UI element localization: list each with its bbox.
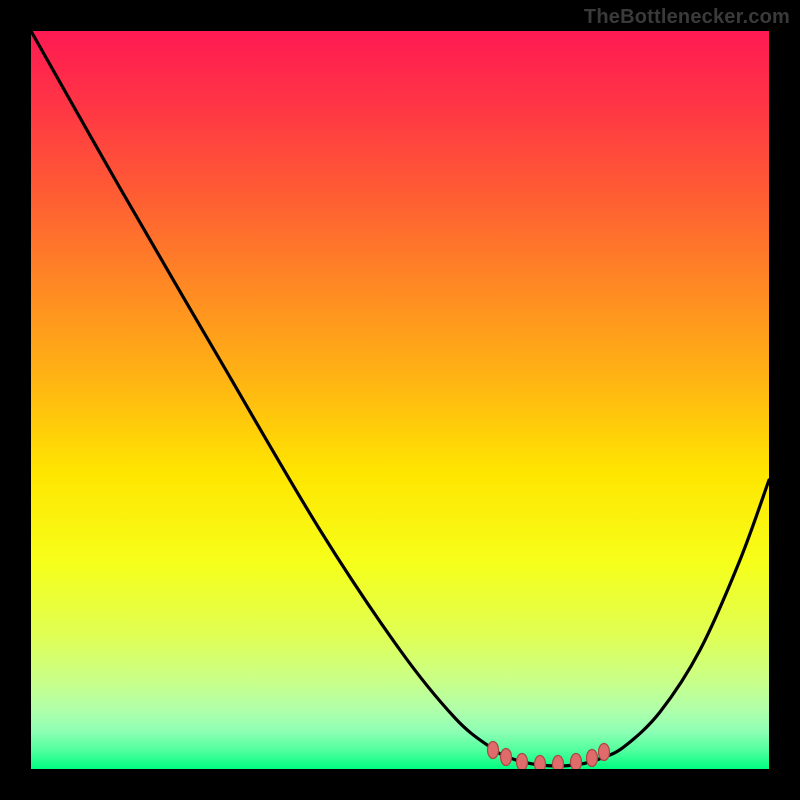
valley-marker	[517, 754, 528, 770]
valley-marker	[587, 750, 598, 767]
valley-marker	[488, 742, 499, 759]
valley-marker	[535, 756, 546, 770]
valley-marker	[599, 744, 610, 761]
valley-marker	[553, 756, 564, 770]
valley-marker	[501, 749, 512, 766]
chart-svg	[31, 31, 769, 769]
watermark-text: TheBottlenecker.com	[584, 6, 790, 29]
chart-container: TheBottlenecker.com	[0, 0, 800, 800]
gradient-background	[31, 31, 769, 769]
plot-area	[31, 31, 769, 769]
valley-marker	[571, 754, 582, 770]
